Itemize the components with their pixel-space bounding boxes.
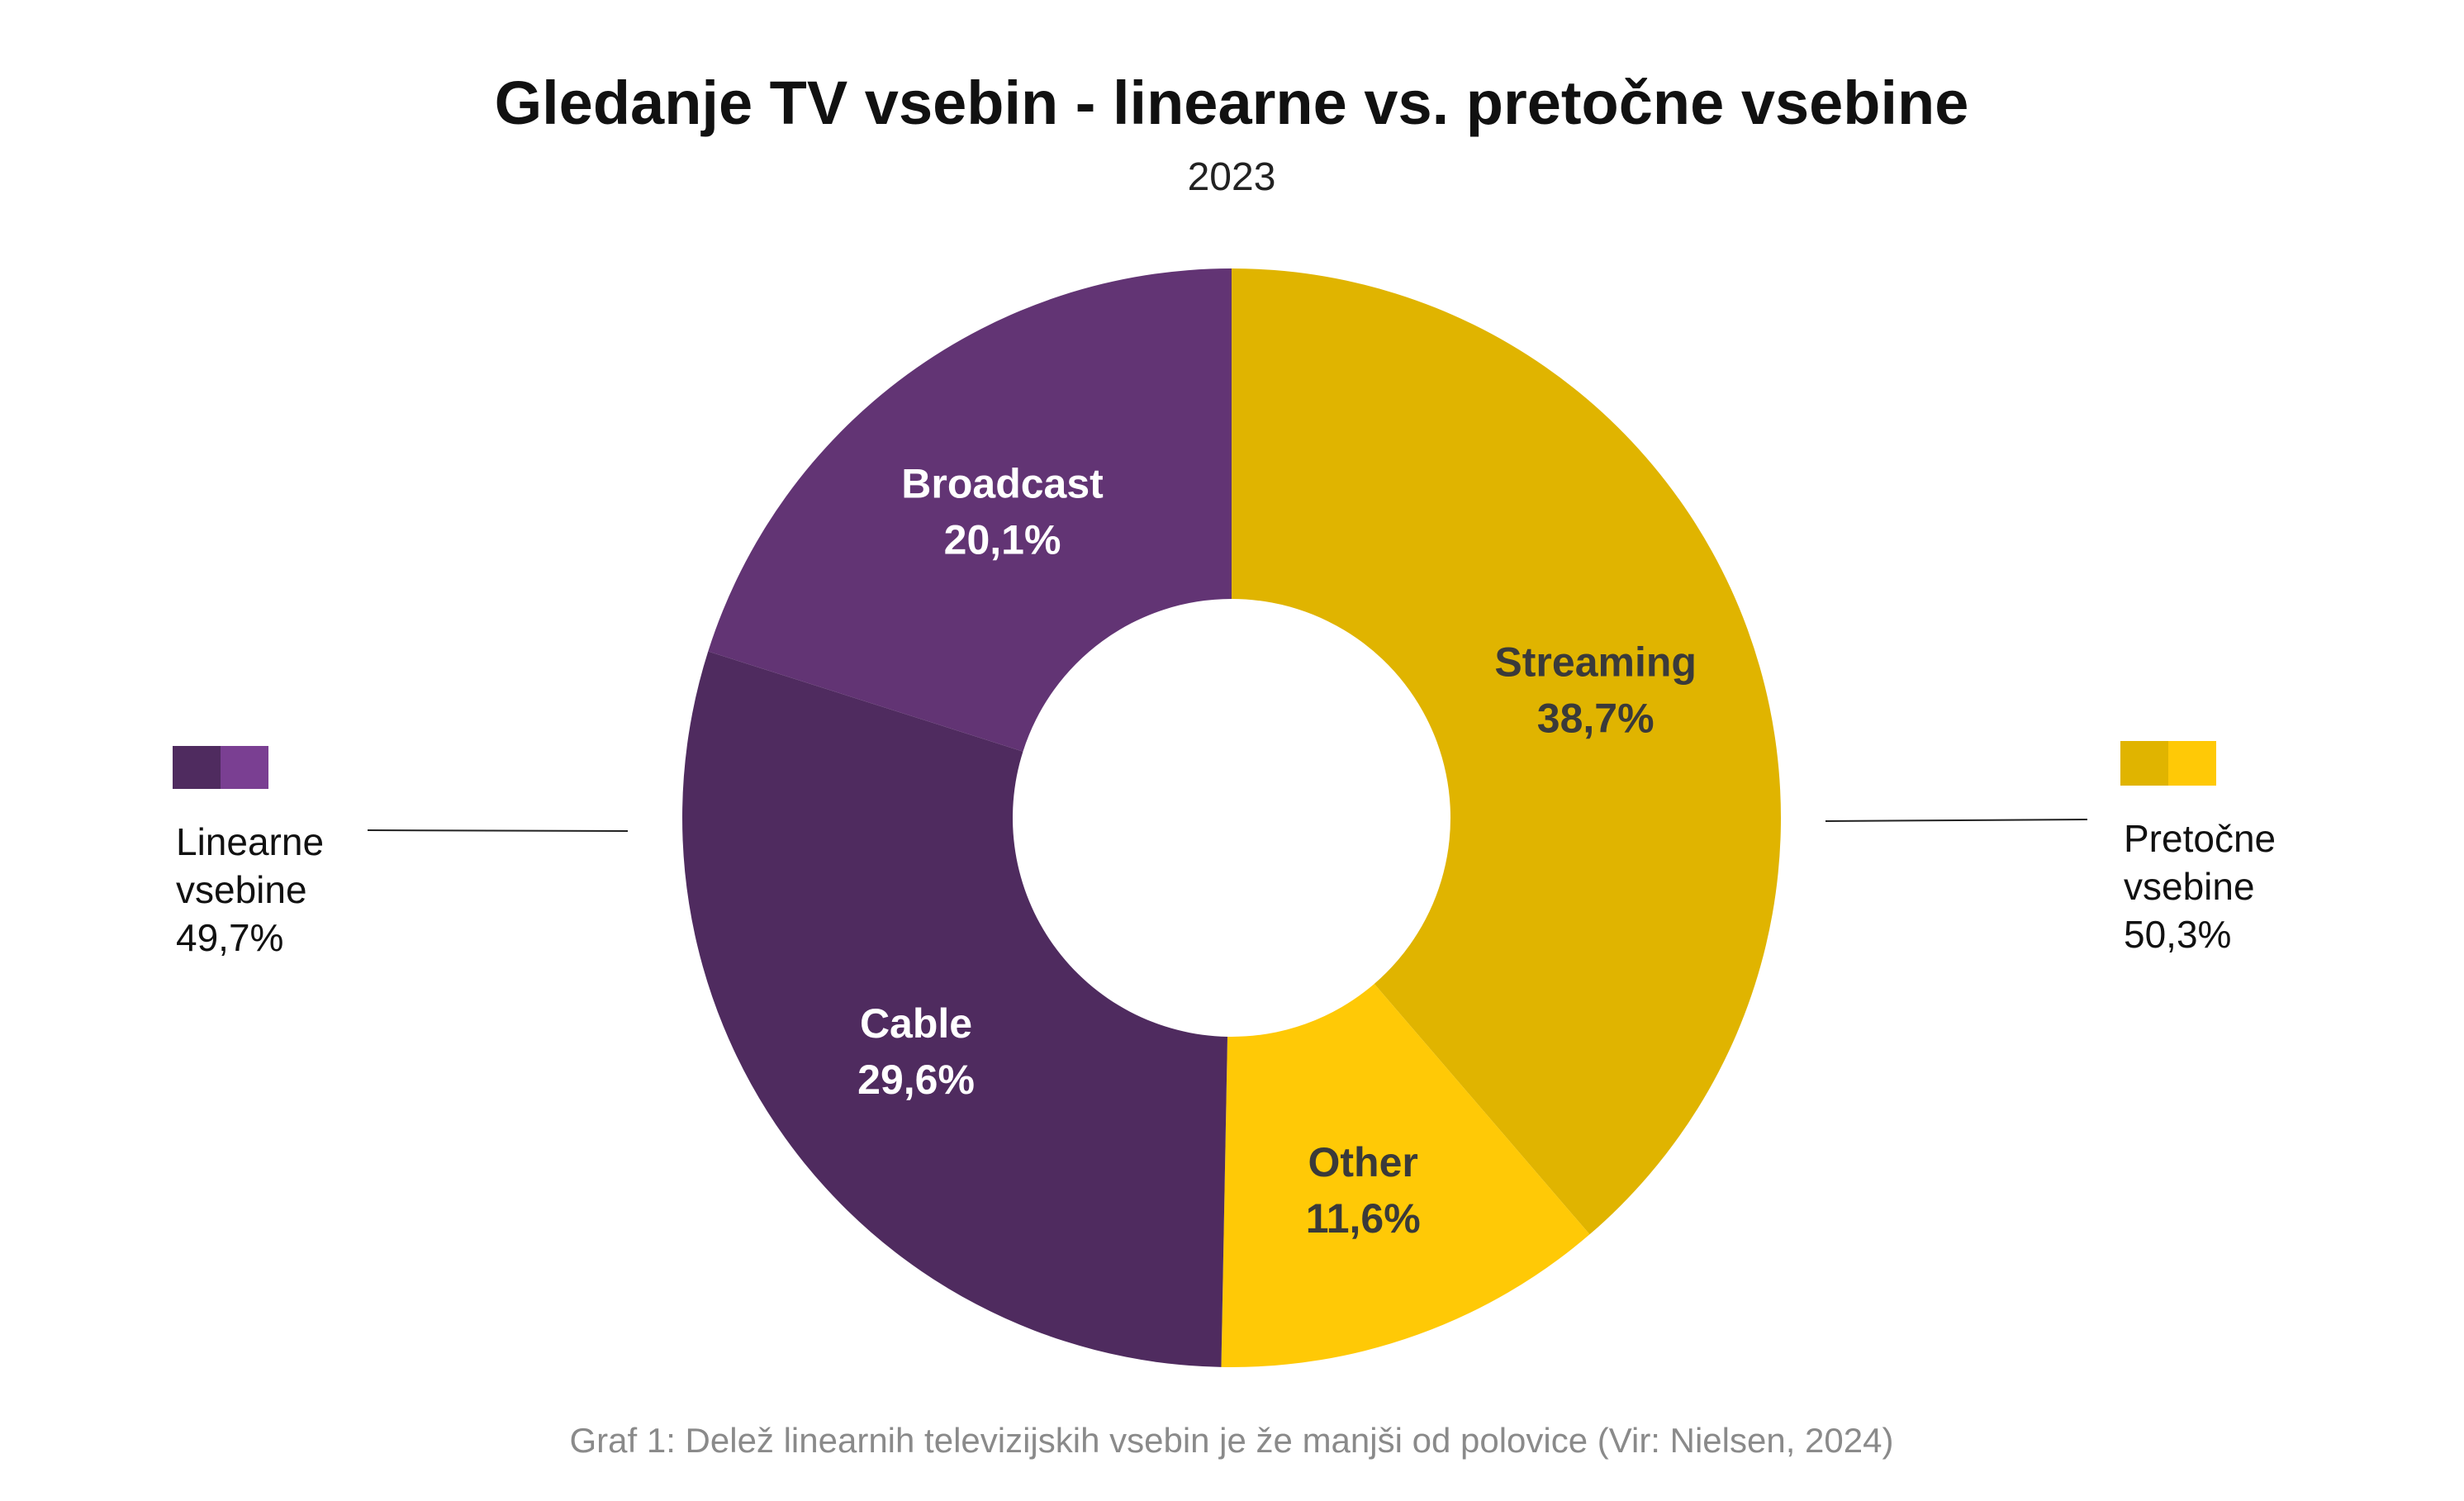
legend-swatch-light <box>221 746 268 789</box>
slice-value-label: 20,1% <box>944 517 1061 563</box>
group-label-line1: Pretočne <box>2124 817 2276 860</box>
group-label-line2: vsebine <box>176 868 307 911</box>
group-value-label: 50,3% <box>2124 913 2231 956</box>
legend-swatch-dark <box>2120 741 2168 786</box>
legend-swatch-light <box>2168 741 2216 786</box>
slice-value-label: 38,7% <box>1537 696 1655 742</box>
slice-value-label: 29,6% <box>857 1057 975 1103</box>
group-legend-linear: Linearne vsebine 49,7% <box>173 746 629 959</box>
group-label-line1: Linearne <box>176 820 324 863</box>
slice-name-label: Streaming <box>1494 639 1697 686</box>
slice-name-label: Cable <box>860 1000 972 1047</box>
group-value-label: 49,7% <box>176 916 283 959</box>
group-connector-line <box>367 829 629 832</box>
chart-title: Gledanje TV vsebin - linearne vs. pretoč… <box>495 69 1969 137</box>
slice-value-label: 11,6% <box>1306 1195 1421 1242</box>
chart-subtitle: 2023 <box>1188 155 1276 199</box>
group-connector-line <box>1825 819 2088 822</box>
chart-caption: Graf 1: Delež linearnih televizijskih vs… <box>570 1421 1894 1460</box>
donut-slice-broadcast <box>708 268 1232 752</box>
slice-name-label: Broadcast <box>901 461 1104 507</box>
donut-slice-labels: Streaming 38,7% Other 11,6% Cable 29,6% Broadc… <box>857 461 1697 1242</box>
donut-slice-other <box>1221 983 1590 1367</box>
slice-name-label: Other <box>1308 1139 1418 1185</box>
legend-swatch-dark <box>173 746 221 789</box>
donut-slices <box>681 268 1781 1367</box>
donut-slice-cable <box>681 651 1228 1367</box>
group-legend-streaming: Pretočne vsebine 50,3% <box>1825 741 2276 956</box>
donut-slice-streaming <box>1232 268 1781 1235</box>
group-label-line2: vsebine <box>2124 865 2255 908</box>
